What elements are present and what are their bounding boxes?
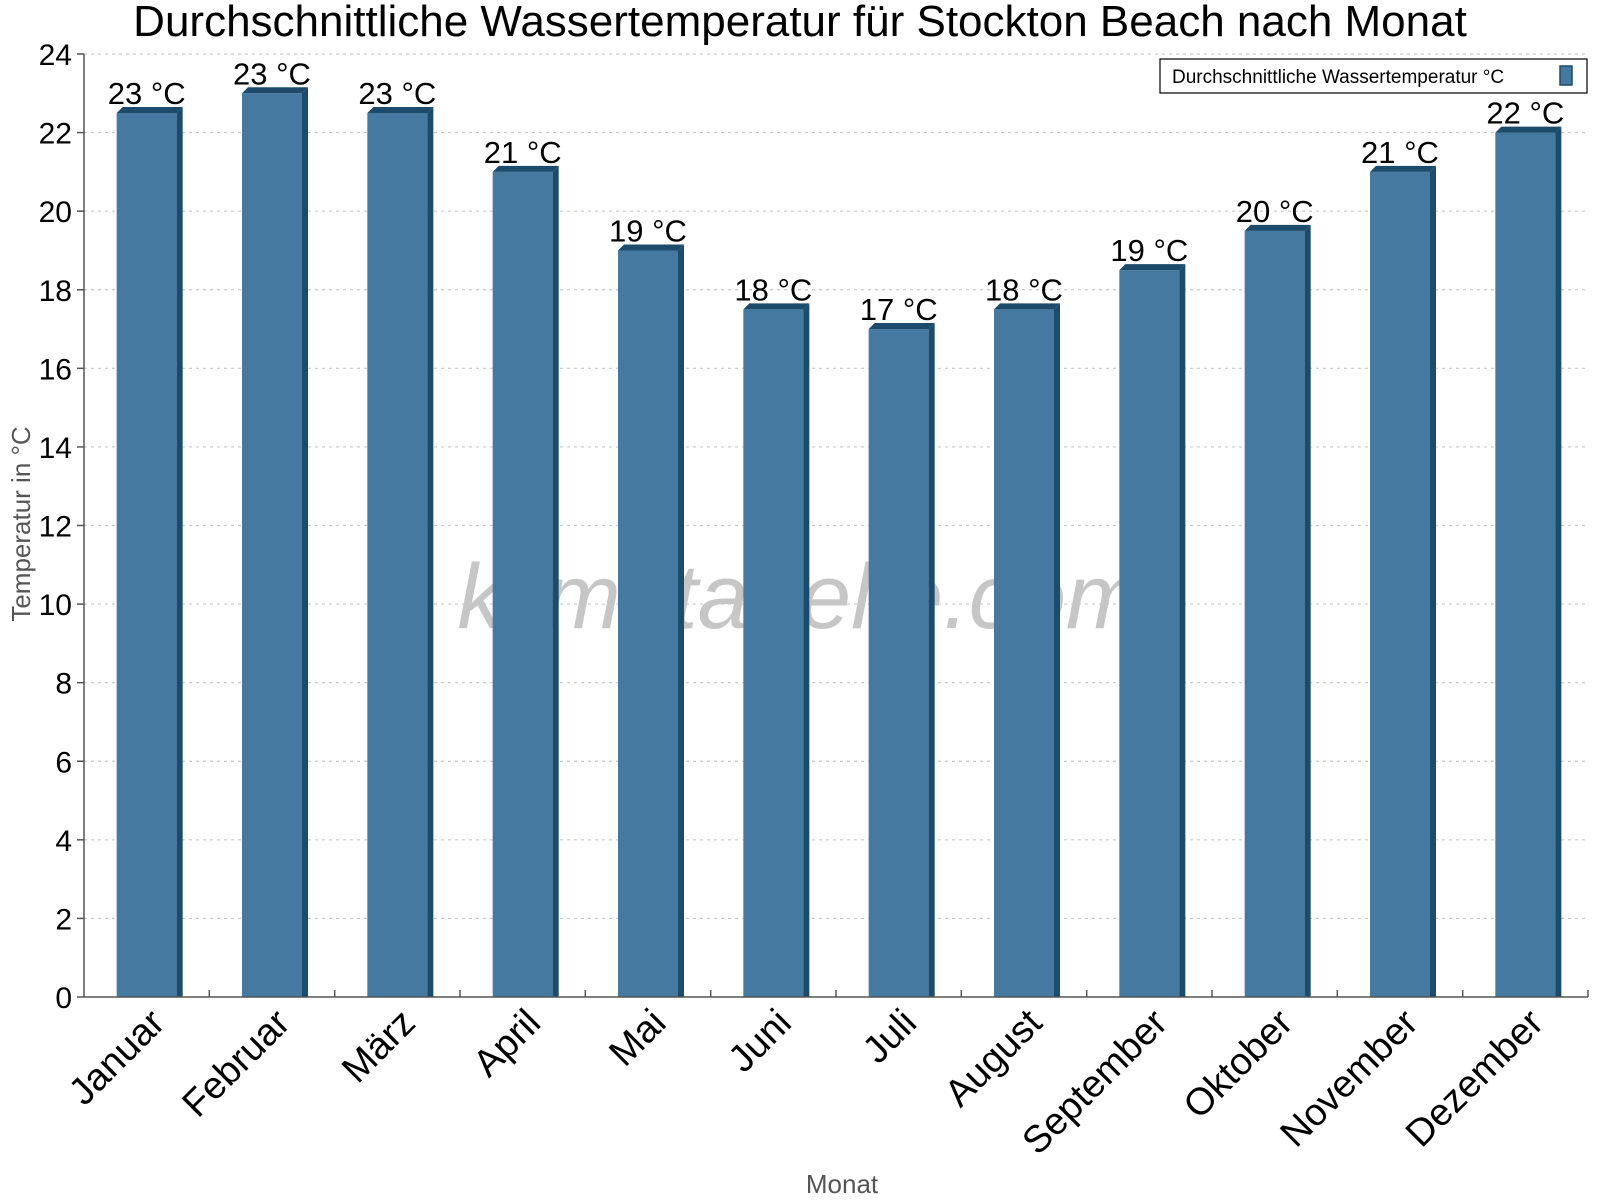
legend: Durchschnittliche Wassertemperatur °C xyxy=(1159,58,1588,94)
bar-side xyxy=(1304,224,1311,997)
y-tick-label: 4 xyxy=(55,825,72,858)
x-tick-label: April xyxy=(466,1002,549,1085)
bar-face xyxy=(367,112,428,997)
bar xyxy=(367,106,434,997)
y-tick-label: 14 xyxy=(39,432,72,465)
legend-box xyxy=(1159,58,1588,94)
data-label: 19 °C xyxy=(609,213,687,248)
bar-face xyxy=(492,171,553,997)
chart-title: Durchschnittliche Wassertemperatur für S… xyxy=(133,0,1467,46)
bar xyxy=(743,303,810,997)
bar-face xyxy=(1495,132,1556,998)
grid-lines xyxy=(84,53,1588,920)
bar-top xyxy=(743,303,810,310)
y-tick-label: 0 xyxy=(55,982,72,1015)
bar-face xyxy=(1370,171,1430,997)
bar-side xyxy=(1179,264,1186,998)
y-tick-label: 6 xyxy=(55,746,72,779)
data-label: 23 °C xyxy=(108,76,186,111)
y-tick-label: 20 xyxy=(39,196,72,229)
y-tick-label: 12 xyxy=(39,511,72,544)
bar-side xyxy=(678,244,684,998)
bar-side xyxy=(552,165,559,997)
bar-side xyxy=(302,87,308,997)
bar-series xyxy=(116,87,1562,998)
bar xyxy=(1244,224,1311,997)
bar-side xyxy=(1430,165,1436,997)
bar-side xyxy=(803,303,810,997)
bar-side xyxy=(176,106,183,997)
bar-face xyxy=(743,309,804,997)
data-label: 21 °C xyxy=(484,135,562,170)
bar xyxy=(994,303,1060,997)
data-label: 23 °C xyxy=(358,76,436,111)
x-tick-label: Dezember xyxy=(1398,1001,1552,1155)
legend-swatch xyxy=(1559,65,1573,86)
x-tick-label: Juli xyxy=(855,1002,925,1072)
data-label: 18 °C xyxy=(734,272,812,307)
data-label: 18 °C xyxy=(985,272,1063,307)
bar-top xyxy=(367,106,434,113)
x-tick-label: März xyxy=(334,1002,423,1091)
bar xyxy=(242,87,308,997)
y-axis-title: Temperatur in °C xyxy=(6,426,36,621)
bar-face xyxy=(1244,230,1305,997)
bar-top xyxy=(242,87,308,94)
bar xyxy=(116,106,183,997)
x-tick-label: Februar xyxy=(175,1001,299,1125)
bar-top xyxy=(1244,224,1311,231)
y-tick-label: 18 xyxy=(39,275,72,308)
bar-face xyxy=(242,93,302,997)
bar xyxy=(1119,264,1186,998)
y-tick-label: 10 xyxy=(39,589,72,622)
data-label: 21 °C xyxy=(1361,135,1439,170)
bar xyxy=(868,323,935,998)
x-tick-label: Oktober xyxy=(1176,1001,1302,1127)
x-axis-title: Monat xyxy=(806,1169,879,1199)
bar xyxy=(1370,165,1436,997)
bar-face xyxy=(618,250,678,998)
bar-top xyxy=(1119,264,1186,271)
legend-label: Durchschnittliche Wassertemperatur °C xyxy=(1172,67,1504,88)
bar-side xyxy=(1054,303,1060,997)
bar-top xyxy=(1495,126,1562,133)
data-label: 17 °C xyxy=(860,292,938,327)
bar-side xyxy=(427,106,434,997)
bar xyxy=(1495,126,1562,998)
bar-face xyxy=(868,329,929,998)
bar-face xyxy=(994,309,1054,997)
bar-top xyxy=(868,323,935,330)
data-label: 23 °C xyxy=(233,56,311,91)
y-tick-label: 16 xyxy=(39,353,72,386)
y-tick-label: 22 xyxy=(39,118,72,151)
bar-top xyxy=(1370,165,1436,172)
data-label: 19 °C xyxy=(1110,233,1188,268)
x-tick-label: August xyxy=(937,1001,1051,1115)
data-label: 20 °C xyxy=(1236,194,1314,229)
bar-side xyxy=(928,323,935,998)
bar xyxy=(492,165,559,997)
bar-top xyxy=(492,165,559,172)
bar xyxy=(618,244,684,998)
x-tick-label: Juni xyxy=(721,1002,800,1081)
data-labels: 23 °C 23 °C 23 °C 21 °C 19 °C 18 °C 17 °C 18 °C… xyxy=(108,56,1565,327)
bar-top xyxy=(618,244,684,251)
bar-top xyxy=(994,303,1060,310)
x-tick-label: Mai xyxy=(601,1002,674,1075)
bar-top xyxy=(116,106,183,113)
bar-face xyxy=(1119,270,1180,998)
y-tick-label: 2 xyxy=(55,903,72,936)
bar-face xyxy=(116,112,177,997)
y-tick-label: 8 xyxy=(55,668,72,701)
y-tick-label: 24 xyxy=(39,39,72,72)
bar-side xyxy=(1555,126,1562,998)
x-tick-label: Januar xyxy=(61,1001,173,1113)
data-label: 22 °C xyxy=(1486,96,1564,131)
